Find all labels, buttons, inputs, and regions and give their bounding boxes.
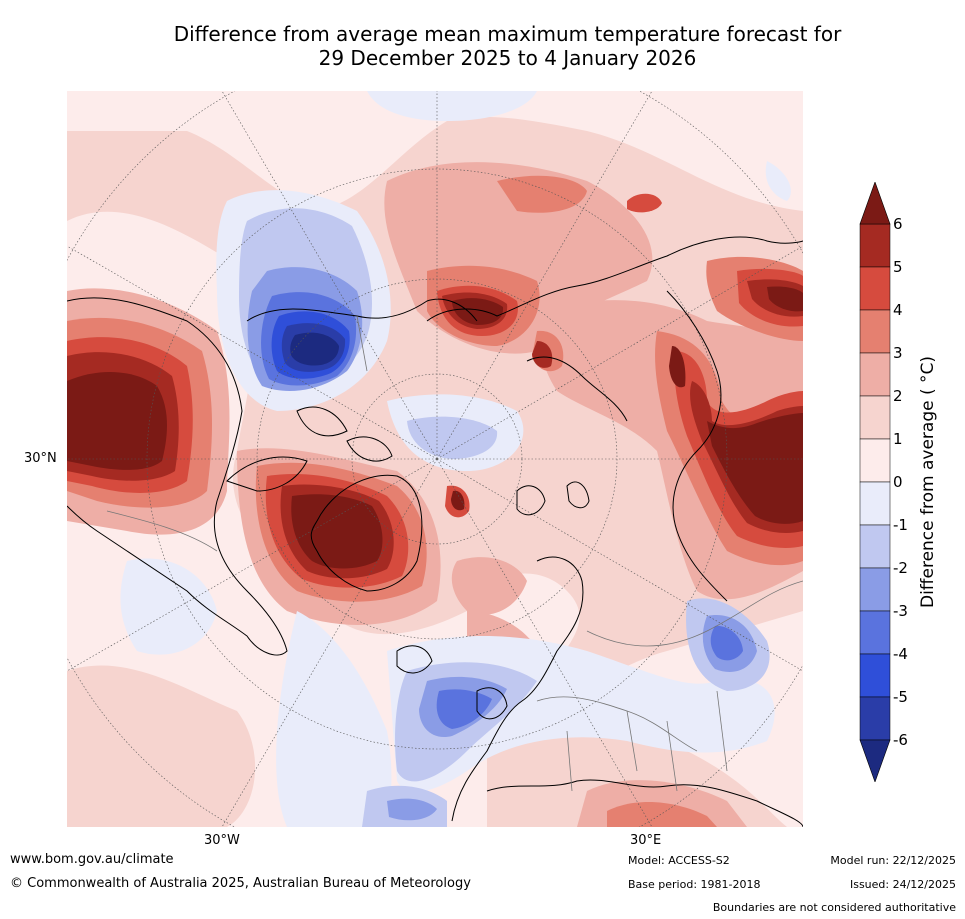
issued-info: Issued: 24/12/2025	[849, 878, 956, 891]
model-run-info: Model run: 22/12/2025	[830, 854, 956, 867]
iceland-coast	[396, 645, 433, 674]
colorbar-bin	[859, 438, 891, 483]
mediterranean-coast	[486, 779, 803, 827]
latitude-circle-30n	[146, 168, 728, 750]
base-period-info: Base period: 1981-2018	[628, 878, 761, 891]
colorbar-bin	[859, 352, 891, 397]
colorbar-tick-label: -2	[893, 559, 908, 577]
east-asia-coast	[666, 290, 728, 602]
british-isles-coast	[476, 687, 508, 720]
alaska-coast	[246, 298, 478, 322]
longitude-label-30e: 30°E	[630, 833, 662, 848]
border-lines-europe-asia	[566, 690, 728, 792]
colorbar-bin	[859, 266, 891, 311]
anomaly-layer-below-minus6	[290, 332, 339, 366]
latitude-label-30n: 30°N	[24, 451, 57, 466]
arctic-archipelago-coast	[226, 406, 393, 492]
colorbar-tick-label: -6	[893, 731, 908, 749]
anomaly-layer-above-6	[67, 286, 803, 569]
colorbar-tick-label: 0	[893, 473, 903, 491]
colorbar-bin	[859, 610, 891, 655]
colorbar-bin	[859, 309, 891, 354]
colorbar-bin	[859, 653, 891, 698]
colorbar-canvas	[859, 181, 891, 783]
meridian-30w	[221, 458, 438, 827]
map-title: Difference from average mean maximum tem…	[60, 22, 955, 70]
colorbar-bin	[859, 395, 891, 440]
colorbar-label: Difference from average ( °C)	[918, 355, 938, 609]
copyright-notice: © Commonwealth of Australia 2025, Austra…	[10, 876, 471, 891]
coastlines	[67, 236, 803, 827]
north-america-coast	[67, 297, 288, 656]
title-line-1: Difference from average mean maximum tem…	[173, 22, 842, 46]
colorbar-bin	[859, 696, 891, 741]
border-canada-us	[106, 510, 218, 552]
kara-sea-coast	[526, 356, 628, 422]
meridian-150w	[221, 91, 438, 460]
meridian-30e	[436, 458, 653, 827]
siberia-coast	[426, 236, 803, 322]
title-line-2: 29 December 2025 to 4 January 2026	[318, 46, 697, 70]
colorbar-tick-label: 3	[893, 344, 903, 362]
colorbar-tick-label: 1	[893, 430, 903, 448]
meridian-60w	[67, 458, 438, 672]
meridian-120w	[67, 245, 438, 460]
website-url[interactable]: www.bom.gov.au/climate	[10, 852, 174, 867]
colorbar-tick-label: -3	[893, 602, 908, 620]
novaya-zemlya-coast	[566, 481, 590, 509]
graticule	[67, 91, 803, 827]
meridian-60e	[436, 458, 803, 672]
colorbar-tick-label: -4	[893, 645, 908, 663]
country-borders	[106, 315, 803, 792]
colorbar-tick-label: 4	[893, 301, 903, 319]
colorbar-bin	[859, 524, 891, 569]
colorbar-tick-label: 5	[893, 258, 903, 276]
boundaries-disclaimer: Boundaries are not considered authoritat…	[712, 901, 956, 914]
colorbar-tick-label: 6	[893, 215, 903, 233]
colorbar-bin	[859, 567, 891, 612]
map-canvas	[67, 91, 803, 827]
svalbard-coast	[516, 485, 546, 516]
greenland-coast	[310, 474, 423, 592]
forecast-map	[67, 91, 803, 827]
border-russia-south	[586, 580, 803, 647]
colorbar-tick-label: -5	[893, 688, 908, 706]
colorbar-under-triangle	[859, 739, 891, 783]
colorbar-bin	[859, 481, 891, 526]
colorbar-bin	[859, 223, 891, 268]
longitude-label-30w: 30°W	[204, 833, 240, 848]
colorbar-tick-label: 2	[893, 387, 903, 405]
colorbar-over-triangle	[859, 181, 891, 225]
meridian-120e	[436, 245, 803, 460]
colorbar	[855, 181, 965, 783]
colorbar-tick-label: -1	[893, 516, 908, 534]
europe-coast	[451, 556, 584, 822]
border-alaska-canada	[356, 315, 368, 372]
model-info: Model: ACCESS-S2	[628, 854, 730, 867]
meridian-150e	[436, 91, 653, 460]
